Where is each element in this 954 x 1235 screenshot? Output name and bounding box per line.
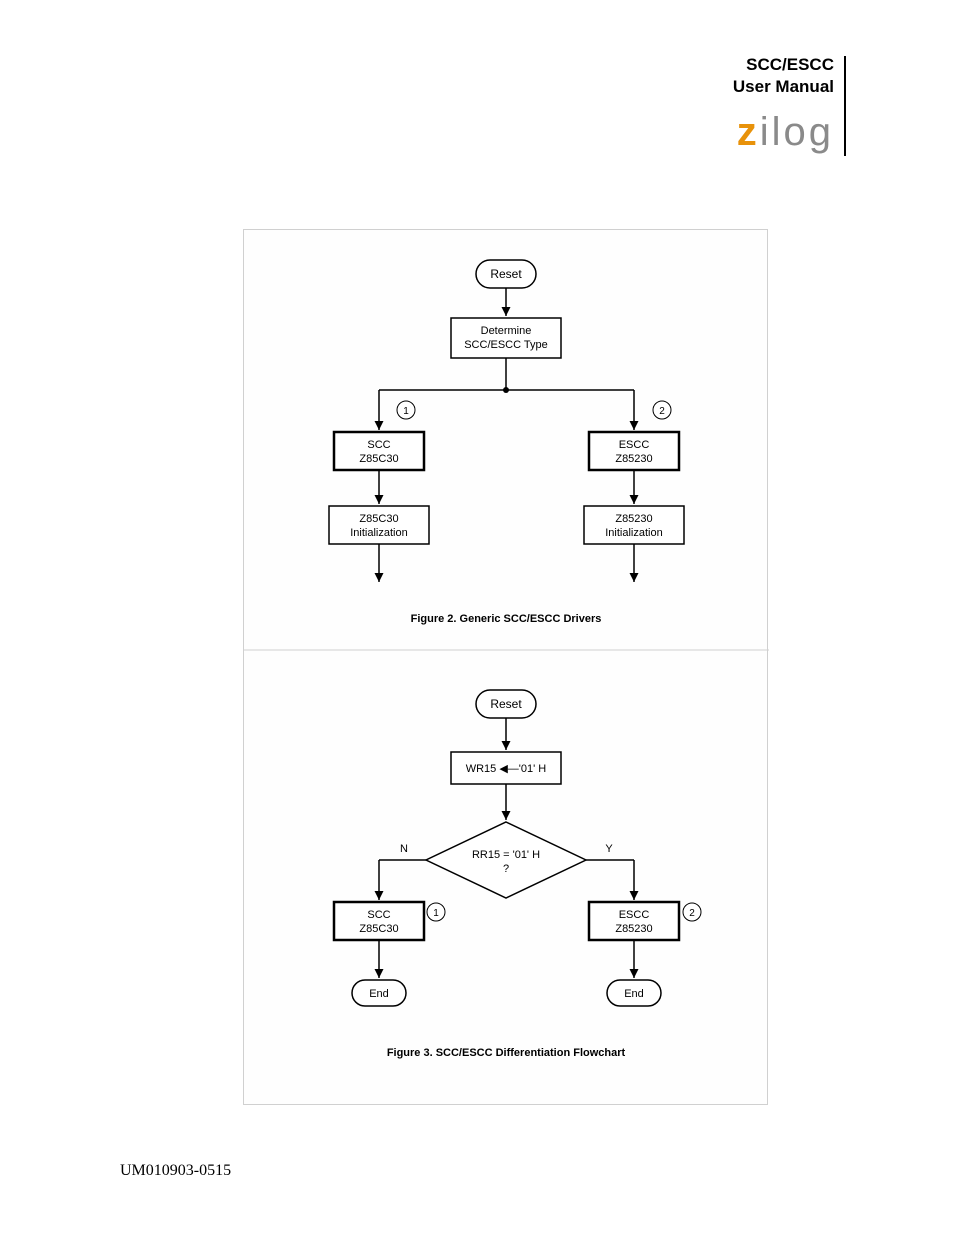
wr15-label: WR15 ◀—'01' H [466,763,547,775]
escc-l2: Z85230 [615,453,652,465]
scc-l1: SCC [367,439,390,451]
decision-l1: RR15 = '01' H [472,849,540,861]
logo-z: z [737,110,760,154]
n-label: N [400,843,408,855]
determine-node [451,318,561,358]
determine-l2: SCC/ESCC Type [464,339,548,351]
end-right-label: End [624,988,644,1000]
page-header: SCC/ESCC User Manual zilog [733,54,834,155]
escc-init-l1: Z85230 [615,513,652,525]
marker-2: 2 [659,406,665,417]
figure-3-caption: Figure 3. SCC/ESCC Differentiation Flowc… [387,1047,626,1059]
decision-l2: ? [503,863,509,875]
scc-init-l1: Z85C30 [359,513,398,525]
escc-l1-3: ESCC [619,909,650,921]
figure-3: Reset WR15 ◀—'01' H RR15 = '01' H ? N Y … [334,690,701,1059]
marker-1: 1 [403,406,409,417]
y-label: Y [605,843,613,855]
scc-l1-3: SCC [367,909,390,921]
marker-2-3: 2 [689,908,695,919]
scc-l2: Z85C30 [359,453,398,465]
reset-label-3: Reset [490,697,522,711]
header-title-line2: User Manual [733,76,834,98]
scc-l2-3: Z85C30 [359,923,398,935]
header-title-line1: SCC/ESCC [733,54,834,76]
escc-l1: ESCC [619,439,650,451]
header-divider [844,56,846,156]
scc-init-l2: Initialization [350,527,407,539]
figure-2: Reset Determine SCC/ESCC Type 1 2 SCC Z8… [329,260,684,625]
figure-container: Reset Determine SCC/ESCC Type 1 2 SCC Z8… [243,229,768,1105]
document-id: UM010903-0515 [120,1162,231,1180]
brand-logo: zilog [733,110,834,155]
escc-init-l2: Initialization [605,527,662,539]
marker-1-3: 1 [433,908,439,919]
determine-l1: Determine [481,325,532,337]
end-left-label: End [369,988,389,1000]
reset-label: Reset [490,267,522,281]
escc-l2-3: Z85230 [615,923,652,935]
logo-rest: ilog [760,110,834,154]
figure-2-caption: Figure 2. Generic SCC/ESCC Drivers [411,613,602,625]
